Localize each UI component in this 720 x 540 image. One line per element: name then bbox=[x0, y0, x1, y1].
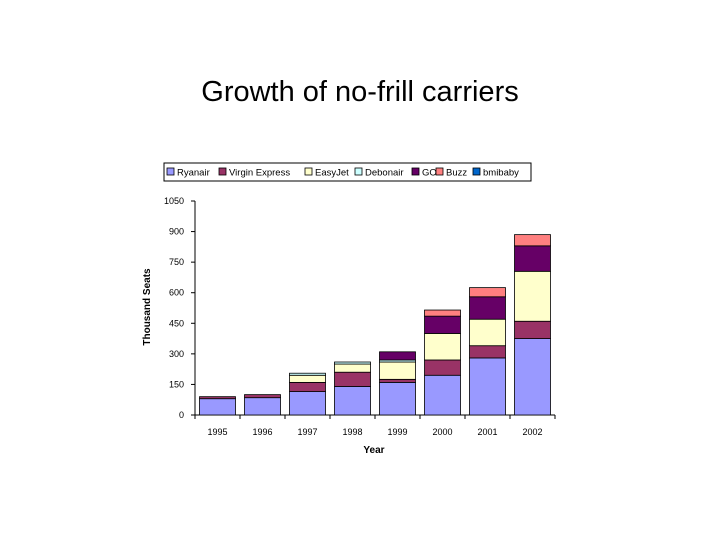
bar-segment bbox=[334, 371, 371, 387]
slide-title: Growth of no-frill carriers bbox=[201, 76, 519, 108]
x-tick-label: 1996 bbox=[252, 427, 272, 437]
x-tick-label: 1997 bbox=[297, 427, 317, 437]
legend-label: Virgin Express bbox=[229, 168, 290, 179]
y-tick-label: 0 bbox=[179, 410, 184, 420]
bar-segment bbox=[199, 396, 236, 400]
legend-box bbox=[163, 162, 532, 182]
bar-segment bbox=[289, 381, 326, 392]
bar-segment bbox=[199, 398, 236, 416]
bar-segment bbox=[289, 391, 326, 416]
y-tick-label: 1050 bbox=[164, 196, 184, 206]
y-tick-label: 450 bbox=[169, 318, 184, 328]
y-tick-label: 300 bbox=[169, 349, 184, 359]
bar-segment bbox=[289, 372, 326, 376]
legend-label: Ryanair bbox=[177, 168, 210, 179]
x-tick-label: 1995 bbox=[207, 427, 227, 437]
bar-segment bbox=[424, 315, 461, 334]
legend-label: EasyJet bbox=[315, 168, 349, 179]
bar-segment bbox=[424, 309, 461, 317]
bar-segment bbox=[379, 351, 416, 361]
legend-swatch bbox=[304, 167, 313, 176]
x-tick-label: 2002 bbox=[522, 427, 542, 437]
legend-label: GO bbox=[422, 168, 437, 179]
legend-swatch bbox=[218, 167, 227, 176]
y-tick-label: 150 bbox=[169, 379, 184, 389]
chart-legend: Ryanair Virgin Express EasyJet Debonair GO Bu… bbox=[163, 162, 532, 182]
y-tick-label: 900 bbox=[169, 227, 184, 237]
bar-segment bbox=[424, 333, 461, 361]
legend-swatch bbox=[354, 167, 363, 176]
bar-segment bbox=[244, 397, 281, 416]
bar-segment bbox=[379, 361, 416, 380]
bar-segment bbox=[514, 270, 551, 322]
bar-segment bbox=[424, 359, 461, 376]
bar-segment bbox=[379, 378, 416, 383]
legend-label: Debonair bbox=[365, 168, 404, 179]
x-axis-title: Year bbox=[363, 445, 384, 456]
plot-area: 0 150 300 450 600 750 900 1050 1995 1996 1997 1998 1… bbox=[164, 196, 556, 437]
legend-label: bmibaby bbox=[483, 168, 519, 179]
bar-segment bbox=[469, 318, 506, 347]
x-tick-label: 2000 bbox=[432, 427, 452, 437]
bar-segment bbox=[469, 287, 506, 298]
legend-swatch bbox=[166, 167, 175, 176]
legend-swatch bbox=[472, 167, 481, 176]
bar-segment bbox=[469, 296, 506, 320]
x-tick-label: 2001 bbox=[477, 427, 497, 437]
legend-swatch bbox=[435, 167, 444, 176]
y-tick-label: 750 bbox=[169, 257, 184, 267]
y-axis-title: Thousand Seats bbox=[142, 268, 153, 346]
bar-segment bbox=[379, 381, 416, 416]
bar-segment bbox=[514, 320, 551, 339]
bar-segment bbox=[289, 374, 326, 383]
bar-segment bbox=[244, 394, 281, 399]
bar-segment bbox=[334, 363, 371, 373]
bar-segment bbox=[334, 386, 371, 416]
bar-segment bbox=[514, 245, 551, 272]
bar-segment bbox=[514, 234, 551, 247]
legend-swatch bbox=[411, 167, 420, 176]
x-tick-label: 1999 bbox=[387, 427, 407, 437]
bar-segment bbox=[469, 345, 506, 359]
bar-segment bbox=[424, 374, 461, 416]
bar-segment bbox=[334, 361, 371, 365]
bar-segment bbox=[514, 338, 551, 416]
x-tick-label: 1998 bbox=[342, 427, 362, 437]
y-tick-label: 600 bbox=[169, 288, 184, 298]
legend-label: Buzz bbox=[446, 168, 467, 179]
bar-segment bbox=[469, 357, 506, 416]
